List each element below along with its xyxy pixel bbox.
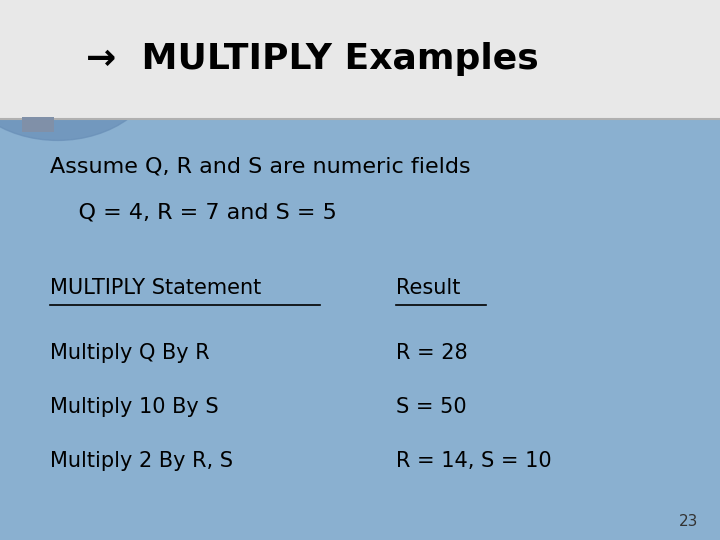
- Text: Assume Q, R and S are numeric fields: Assume Q, R and S are numeric fields: [50, 157, 471, 177]
- Bar: [0, 0, 720, 119]
- Text: MULTIPLY Statement: MULTIPLY Statement: [50, 278, 261, 298]
- Circle shape: [0, 0, 158, 140]
- Text: Multiply 10 By S: Multiply 10 By S: [50, 397, 219, 417]
- Bar: [22, 117, 54, 132]
- Text: Result: Result: [396, 278, 460, 298]
- Text: Multiply Q By R: Multiply Q By R: [50, 343, 210, 363]
- Text: Q = 4, R = 7 and S = 5: Q = 4, R = 7 and S = 5: [50, 203, 337, 223]
- Text: R = 14, S = 10: R = 14, S = 10: [396, 451, 552, 471]
- Circle shape: [50, 0, 194, 70]
- Text: R = 28: R = 28: [396, 343, 467, 363]
- Text: Multiply 2 By R, S: Multiply 2 By R, S: [50, 451, 233, 471]
- Text: S = 50: S = 50: [396, 397, 467, 417]
- Text: →  MULTIPLY Examples: → MULTIPLY Examples: [86, 43, 539, 76]
- Text: 23: 23: [679, 514, 698, 529]
